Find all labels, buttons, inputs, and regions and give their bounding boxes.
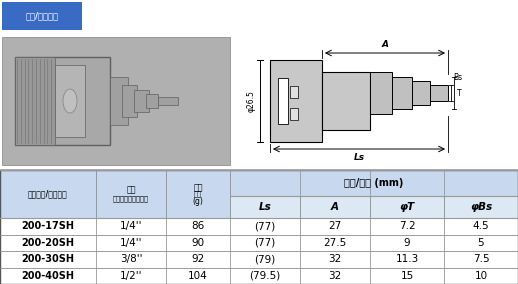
Text: 32: 32 xyxy=(328,271,342,281)
Text: A: A xyxy=(381,40,388,49)
Bar xyxy=(270,60,322,142)
Bar xyxy=(278,78,288,124)
Bar xyxy=(122,85,137,117)
Bar xyxy=(444,196,518,218)
Text: Ls: Ls xyxy=(353,153,365,162)
Text: 适用: 适用 xyxy=(126,185,136,195)
Text: 1/2'': 1/2'' xyxy=(120,271,142,281)
Text: 9: 9 xyxy=(404,238,410,248)
Text: 質量: 質量 xyxy=(194,191,202,197)
Bar xyxy=(370,72,392,114)
Text: 7.2: 7.2 xyxy=(399,221,415,231)
Text: 3/8'': 3/8'' xyxy=(120,254,142,264)
Bar xyxy=(2,37,230,165)
Bar xyxy=(412,81,430,105)
Bar xyxy=(0,235,518,251)
Bar xyxy=(0,218,518,235)
Bar xyxy=(0,268,518,284)
Bar xyxy=(370,196,444,218)
Bar xyxy=(300,196,370,218)
Text: SH型: SH型 xyxy=(94,7,130,25)
Text: (77): (77) xyxy=(254,221,276,231)
Bar xyxy=(158,97,178,105)
Bar xyxy=(290,86,298,98)
Text: (79.5): (79.5) xyxy=(249,271,281,281)
Text: 尺寸/寸法 (mm): 尺寸/寸法 (mm) xyxy=(344,178,404,188)
Text: 27: 27 xyxy=(328,221,342,231)
Text: 重量: 重量 xyxy=(193,183,203,193)
Text: (79): (79) xyxy=(254,254,276,264)
Text: 1/4'': 1/4'' xyxy=(120,221,142,231)
Text: (安装软管用: (安装软管用 xyxy=(146,9,194,23)
Text: 200-30SH: 200-30SH xyxy=(22,254,75,264)
Ellipse shape xyxy=(63,89,77,113)
Text: φ26.5: φ26.5 xyxy=(247,90,256,112)
Text: 产品型号/製品型式: 产品型号/製品型式 xyxy=(28,189,68,199)
Bar xyxy=(110,77,128,125)
Text: Bs: Bs xyxy=(453,73,462,82)
Text: 11.3: 11.3 xyxy=(395,254,419,264)
Text: 32: 32 xyxy=(328,254,342,264)
Text: 104: 104 xyxy=(188,271,208,281)
Bar xyxy=(0,251,518,268)
Text: 4.5: 4.5 xyxy=(473,221,490,231)
Text: Ls: Ls xyxy=(258,202,271,212)
Text: φT: φT xyxy=(399,202,414,212)
Bar xyxy=(166,170,230,218)
Text: 1/4'': 1/4'' xyxy=(120,238,142,248)
Bar xyxy=(290,108,298,120)
Bar xyxy=(230,170,518,196)
Text: (g): (g) xyxy=(193,197,204,206)
Text: /ホース取り付け用): /ホース取り付け用) xyxy=(236,11,294,21)
Text: 200-20SH: 200-20SH xyxy=(22,238,75,248)
Text: 86: 86 xyxy=(191,221,205,231)
Bar xyxy=(430,85,448,101)
Text: 7.5: 7.5 xyxy=(473,254,490,264)
Bar xyxy=(55,65,85,137)
Text: 27.5: 27.5 xyxy=(323,238,347,248)
Text: 200-17SH: 200-17SH xyxy=(22,221,75,231)
Text: φBs: φBs xyxy=(470,202,492,212)
Bar xyxy=(146,94,158,108)
Text: A: A xyxy=(331,202,339,212)
Bar xyxy=(96,170,166,218)
Text: 相手側ホースサイズ: 相手側ホースサイズ xyxy=(113,196,149,202)
Bar xyxy=(0,170,96,218)
Bar xyxy=(322,72,370,130)
Text: 15: 15 xyxy=(400,271,414,281)
Bar xyxy=(15,57,55,145)
Text: T: T xyxy=(457,89,462,97)
Bar xyxy=(2,2,82,30)
Text: 10: 10 xyxy=(474,271,487,281)
Bar xyxy=(15,57,110,145)
Text: (77): (77) xyxy=(254,238,276,248)
Bar xyxy=(392,77,412,109)
Bar xyxy=(134,90,149,112)
Text: 5: 5 xyxy=(478,238,484,248)
Text: 200-40SH: 200-40SH xyxy=(22,271,75,281)
Text: 90: 90 xyxy=(192,238,205,248)
Bar xyxy=(230,196,300,218)
Text: 套筒/ソケット: 套筒/ソケット xyxy=(25,11,59,20)
Text: 92: 92 xyxy=(191,254,205,264)
